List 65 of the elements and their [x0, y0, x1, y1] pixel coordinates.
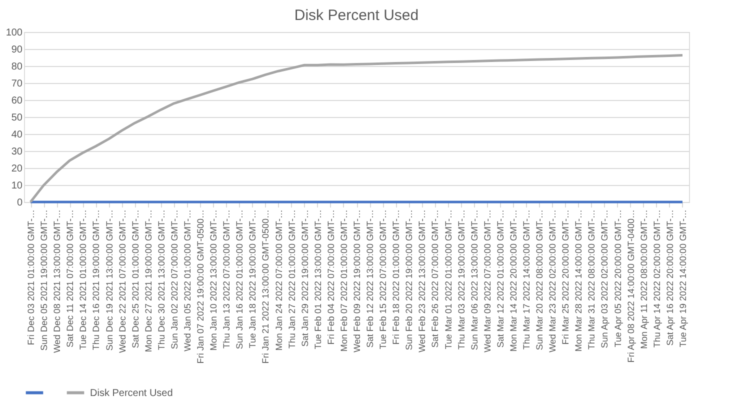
x-tick-label: Wed Mar 09 2022 07:00:00 GMT-…	[482, 210, 492, 352]
y-tick-label: 10	[11, 180, 23, 192]
x-tick-label: Tue Feb 15 2022 07:00:00 GMT-…	[378, 210, 388, 350]
y-tick-label: 20	[11, 164, 23, 174]
x-tick-label: Sat Dec 25 2021 01:00:00 GMT-…	[130, 210, 140, 348]
x-tick-label: Sun Dec 05 2021 19:00:00 GMT-…	[39, 210, 50, 351]
x-tick-label: Sun Jan 02 2022 07:00:00 GMT-…	[169, 210, 180, 350]
x-tick-label: Sat Mar 12 2022 01:00:00 GMT-…	[495, 210, 506, 348]
x-tick-label: Tue Dec 14 2021 01:00:00 GMT-…	[78, 210, 88, 350]
x-tick-label: Fri Feb 18 2022 01:00:00 GMT-…	[391, 210, 402, 345]
x-tick-label: Tue Apr 19 2022 14:00:00 GMT-…	[678, 210, 688, 348]
chart-title: Disk Percent Used	[294, 7, 419, 24]
x-tick-label: Thu Mar 17 2022 14:00:00 GMT-…	[522, 210, 532, 350]
x-tick-label: Mon Dec 27 2021 19:00:00 GMT-…	[143, 210, 154, 352]
y-tick-label: 30	[11, 146, 23, 158]
x-tick-label: Tue Apr 05 2022 20:00:00 GMT-…	[612, 210, 623, 348]
x-tick-label: Sat Feb 26 2022 07:00:00 GMT-…	[430, 210, 440, 348]
y-tick-label: 90	[11, 44, 23, 56]
x-tick-label: Mon Apr 11 2022 08:00:00 GMT-…	[638, 210, 649, 349]
x-tick-label: Fri Dec 03 2021 01:00:00 GMT-…	[26, 210, 36, 346]
x-tick-label: Wed Dec 22 2021 07:00:00 GMT-…	[117, 210, 128, 353]
y-tick-label: 0	[16, 198, 23, 208]
x-tick-label: Sun Dec 19 2021 13:00:00 GMT-…	[104, 210, 114, 351]
x-tick-label: Wed Dec 08 2021 13:00:00 GMT-…	[52, 210, 62, 353]
x-tick-label: Mon Mar 14 2022 20:00:00 GMT-…	[508, 210, 518, 352]
x-tick-label: Fri Mar 25 2022 20:00:00 GMT-…	[560, 210, 571, 345]
y-tick-label: 80	[11, 62, 23, 72]
x-tick-label: Wed Feb 09 2022 19:00:00 GMT-…	[352, 210, 362, 352]
x-tick-label: Fri Jan 07 2022 19:00:00 GMT-0500…	[196, 210, 206, 364]
x-tick-label: Mon Jan 10 2022 13:00:00 GMT-…	[208, 210, 219, 351]
y-tick-label: 50	[11, 112, 23, 124]
x-tick-label: Thu Dec 30 2021 13:00:00 GMT-…	[156, 210, 166, 350]
y-tick-label: 100	[6, 28, 23, 38]
x-tick-label: Thu Mar 31 2022 08:00:00 GMT-…	[586, 210, 597, 350]
x-tick-label: Thu Dec 16 2021 19:00:00 GMT-…	[91, 210, 102, 350]
x-tick-label: Sun Mar 06 2022 13:00:00 GMT-…	[469, 210, 480, 350]
x-tick-label: Thu Apr 14 2022 02:00:00 GMT-…	[652, 210, 662, 348]
x-tick-label: Sun Mar 20 2022 08:00:00 GMT-…	[534, 210, 545, 350]
x-tick-label: Tue Feb 01 2022 13:00:00 GMT-…	[312, 210, 323, 350]
x-tick-label: Sat Feb 12 2022 13:00:00 GMT-…	[365, 210, 376, 348]
legend-label: Disk Percent Used	[90, 388, 173, 399]
x-tick-label: Wed Mar 23 2022 02:00:00 GMT-…	[548, 210, 558, 352]
x-tick-label: Mon Mar 28 2022 14:00:00 GMT-…	[574, 210, 584, 352]
x-tick-label: Mon Jan 24 2022 07:00:00 GMT-…	[274, 210, 284, 351]
line-series	[29, 54, 684, 204]
x-tick-label: Thu Jan 27 2022 01:00:00 GMT-…	[286, 210, 297, 349]
x-tick-label: Sun Jan 16 2022 01:00:00 GMT-…	[234, 210, 245, 350]
x-tick-label: Fri Jan 21 2022 13:00:00 GMT-0500…	[260, 210, 271, 364]
x-tick-label: Fri Feb 04 2022 07:00:00 GMT-…	[326, 210, 336, 345]
x-tick-label: Sat Apr 16 2022 20:00:00 GMT-…	[664, 210, 675, 346]
x-tick-label: Tue Jan 18 2022 19:00:00 GMT-…	[248, 210, 258, 348]
x-tick-label: Sat Jan 29 2022 19:00:00 GMT-…	[300, 210, 310, 347]
x-tick-label: Sun Apr 03 2022 02:00:00 GMT-…	[600, 210, 610, 348]
y-tick-label: 70	[11, 78, 23, 90]
x-tick-label: Wed Jan 05 2022 01:00:00 GMT-…	[182, 210, 192, 352]
x-tick-label: Sun Feb 20 2022 19:00:00 GMT-…	[404, 210, 414, 350]
x-tick-label: Thu Mar 03 2022 19:00:00 GMT-…	[456, 210, 466, 350]
x-tick-label: Thu Jan 13 2022 07:00:00 GMT-…	[222, 210, 232, 349]
x-tick-label: Sat Dec 11 2021 07:00:00 GMT-…	[65, 210, 76, 348]
x-tick-label: Fri Apr 08 2022 14:00:00 GMT-0400…	[626, 210, 636, 363]
x-tick-label: Tue Mar 01 2022 01:00:00 GMT-…	[443, 210, 454, 350]
y-tick-label: 60	[11, 96, 23, 106]
x-tick-label: Mon Feb 07 2022 01:00:00 GMT-…	[338, 210, 349, 352]
x-tick-label: Wed Feb 23 2022 13:00:00 GMT-…	[417, 210, 428, 352]
y-tick-label: 40	[11, 130, 23, 140]
